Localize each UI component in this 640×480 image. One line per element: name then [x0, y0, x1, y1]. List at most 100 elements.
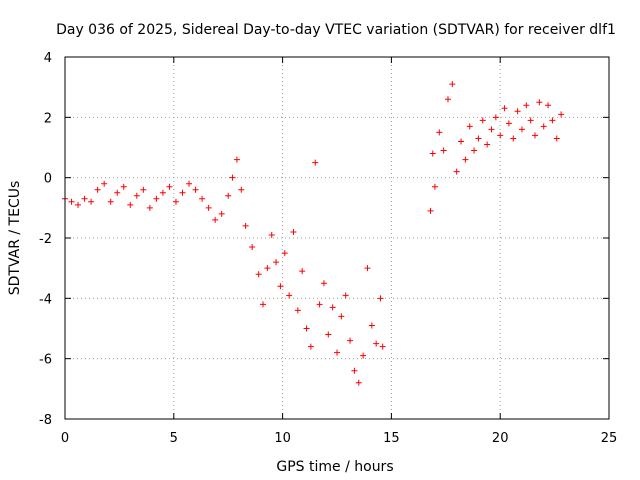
data-point	[449, 81, 456, 88]
data-point	[273, 259, 280, 266]
axis-ticks: 0 5 10 15 20 25 -8 -6 -4 -2 0 2 4	[39, 51, 617, 446]
data-point	[277, 283, 284, 290]
data-point	[233, 156, 240, 163]
data-point	[290, 228, 297, 235]
data-point	[377, 295, 384, 302]
data-point	[453, 168, 460, 175]
data-point	[81, 195, 88, 202]
data-point	[368, 322, 375, 329]
data-point	[497, 132, 504, 139]
data-point	[286, 292, 293, 299]
data-point	[527, 117, 534, 124]
data-point	[518, 126, 525, 133]
data-point	[479, 117, 486, 124]
data-point	[545, 102, 552, 109]
data-point	[146, 204, 153, 211]
data-point	[281, 250, 288, 257]
data-point	[153, 195, 160, 202]
x-tick-label: 10	[274, 431, 291, 446]
data-point	[294, 307, 301, 314]
data-point	[68, 198, 75, 205]
data-point	[429, 150, 436, 157]
data-point	[268, 231, 275, 238]
data-point	[75, 201, 82, 208]
data-point	[440, 147, 447, 154]
data-point	[514, 108, 521, 115]
data-point	[107, 198, 114, 205]
data-point	[94, 186, 101, 193]
y-tick-label: -6	[39, 353, 52, 368]
data-point	[316, 301, 323, 308]
y-tick-label: 2	[44, 111, 52, 126]
data-point	[218, 210, 225, 217]
data-point	[523, 102, 530, 109]
y-tick-label: -2	[39, 232, 52, 247]
data-point	[307, 343, 314, 350]
data-point	[351, 367, 358, 374]
data-point	[355, 379, 362, 386]
data-point	[114, 189, 121, 196]
data-point	[501, 105, 508, 112]
data-point	[120, 183, 127, 190]
data-point	[334, 349, 340, 356]
x-tick-label: 5	[170, 431, 178, 446]
data-point	[255, 271, 262, 278]
data-point	[338, 313, 345, 320]
y-tick-label: -4	[39, 292, 52, 307]
data-point	[427, 207, 434, 214]
data-point	[510, 135, 517, 142]
data-point	[242, 222, 249, 229]
data-point	[172, 198, 179, 205]
chart-title: Day 036 of 2025, Sidereal Day-to-day VTE…	[56, 22, 616, 38]
data-point	[558, 111, 565, 118]
data-point	[325, 331, 332, 338]
data-point	[536, 99, 543, 106]
data-point	[549, 117, 556, 124]
data-point	[260, 301, 267, 308]
data-point	[127, 201, 134, 208]
data-point	[312, 159, 319, 166]
x-tick-label: 0	[61, 431, 69, 446]
data-point	[225, 192, 232, 199]
data-point	[379, 343, 386, 350]
data-point	[360, 352, 367, 359]
data-point	[505, 120, 512, 127]
data-point	[249, 244, 256, 251]
x-tick-label: 15	[383, 431, 400, 446]
data-point	[492, 114, 499, 121]
y-tick-label: 0	[44, 172, 52, 187]
data-points	[62, 81, 565, 386]
data-point	[444, 96, 451, 103]
data-point	[299, 268, 306, 275]
x-tick-label: 25	[601, 431, 618, 446]
data-point	[88, 198, 95, 205]
data-point	[199, 195, 206, 202]
data-point	[212, 216, 219, 223]
data-point	[264, 265, 271, 272]
data-point	[484, 141, 491, 148]
data-point	[373, 340, 380, 347]
data-point	[466, 123, 473, 130]
y-axis-label: SDTVAR / TECUs	[7, 181, 23, 296]
data-point	[101, 180, 108, 187]
data-point	[140, 186, 147, 193]
data-point	[488, 126, 495, 133]
data-point	[431, 183, 438, 190]
data-point	[179, 189, 186, 196]
data-point	[458, 138, 465, 145]
data-point	[192, 186, 199, 193]
data-point	[436, 129, 443, 136]
x-tick-label: 20	[492, 431, 509, 446]
data-point	[462, 156, 469, 163]
data-point	[347, 337, 354, 344]
data-point	[553, 135, 560, 142]
data-point	[205, 204, 212, 211]
x-axis-label: GPS time / hours	[276, 459, 393, 475]
data-point	[229, 174, 236, 181]
y-tick-label: -8	[39, 413, 52, 428]
data-point	[342, 292, 349, 299]
grid-lines	[65, 57, 609, 419]
data-point	[166, 183, 173, 190]
data-point	[238, 186, 245, 193]
